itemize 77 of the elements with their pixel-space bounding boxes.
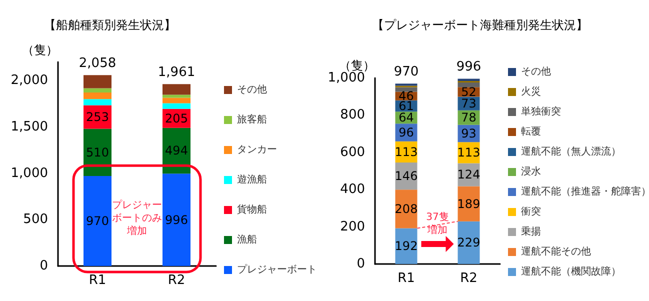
data-label: 253	[86, 110, 109, 124]
bar	[458, 82, 480, 88]
data-label: 64	[398, 110, 414, 125]
legend-label: 漁船	[237, 234, 257, 246]
bar	[458, 221, 480, 264]
bar	[84, 99, 112, 106]
data-label: 189	[457, 196, 480, 211]
data-label: 124	[457, 168, 480, 182]
legend-label: 運航不能（無人漂流）	[521, 146, 621, 158]
x-tick-label: R1	[88, 273, 106, 288]
data-label: 192	[394, 239, 418, 254]
bar	[162, 94, 190, 98]
legend-label: 運航不能（推進器・舵障害）	[521, 186, 649, 198]
bar	[162, 84, 190, 95]
legend-label: その他	[237, 84, 267, 96]
y-axis-title: （隻）	[22, 43, 58, 57]
legend-label: 転覆	[521, 126, 541, 138]
data-label: 73	[461, 96, 476, 111]
data-label: 205	[165, 111, 188, 126]
bar	[162, 98, 190, 104]
legend-label: その他	[521, 66, 551, 78]
y-tick-label: 0	[356, 256, 365, 272]
legend-label: プレジャーボート	[237, 264, 317, 276]
total-label: 1,961	[158, 65, 196, 80]
data-label: 494	[165, 144, 188, 158]
y-tick-label: 2,000	[10, 73, 48, 88]
legend-label: 遊漁船	[237, 174, 267, 186]
data-label: 146	[394, 169, 418, 184]
data-label: 61	[398, 98, 414, 113]
data-label: 113	[457, 146, 480, 160]
data-label: 52	[461, 84, 476, 99]
y-tick-label: 600	[340, 144, 365, 160]
data-label: 229	[457, 236, 480, 250]
legend-label: 単独衝突	[521, 106, 561, 118]
data-label: 78	[461, 110, 476, 125]
x-tick-label: R2	[168, 273, 186, 288]
x-tick-label: R1	[398, 271, 415, 286]
data-label: 996	[165, 212, 188, 227]
legend-label: タンカー	[237, 144, 277, 156]
total-label: 2,058	[78, 56, 116, 72]
bar	[84, 92, 112, 100]
legend-label: 貨物船	[237, 204, 267, 216]
total-label: 970	[394, 64, 419, 80]
y-tick-label: 800	[340, 108, 365, 123]
bar	[162, 103, 190, 109]
bar	[84, 75, 112, 88]
data-label: 113	[394, 144, 418, 159]
legend-label: 乗揚	[521, 226, 541, 238]
bar	[84, 88, 112, 93]
total-label: 996	[456, 60, 482, 75]
y-axis-title: （隻）	[339, 58, 375, 73]
annotation: プレジャーボートのみ増加	[112, 198, 162, 237]
data-label: 970	[86, 214, 109, 228]
x-tick-label: R2	[460, 271, 478, 286]
bar	[84, 176, 112, 266]
bar	[162, 174, 190, 266]
y-tick-label: 0	[40, 258, 48, 274]
data-label: 510	[86, 145, 109, 160]
chart-title: 【船舶種類別発生状況】	[44, 18, 176, 32]
legend-label: 運航不能その他	[521, 246, 591, 258]
data-label: 93	[461, 126, 476, 141]
bar	[395, 87, 418, 92]
y-tick-label: 200	[340, 219, 365, 234]
y-tick-label: 1,000	[10, 166, 48, 181]
chart-title: 【プレジャーボート海難種別発生状況】	[372, 18, 588, 32]
annotation: 37隻増加	[426, 211, 449, 236]
legend-label: 衝突	[521, 206, 541, 218]
legend-label: 火災	[521, 86, 541, 98]
legend-label: 浸水	[521, 166, 541, 178]
data-label: 208	[394, 202, 418, 216]
y-tick-label: 1,000	[328, 70, 365, 86]
legend-label: 旅客船	[237, 114, 267, 126]
data-label: 96	[398, 126, 414, 140]
y-tick-label: 500	[23, 212, 48, 228]
y-tick-label: 1,500	[10, 119, 48, 134]
legend-label: 運航不能（機関故障）	[521, 266, 621, 278]
y-tick-label: 400	[340, 182, 365, 198]
